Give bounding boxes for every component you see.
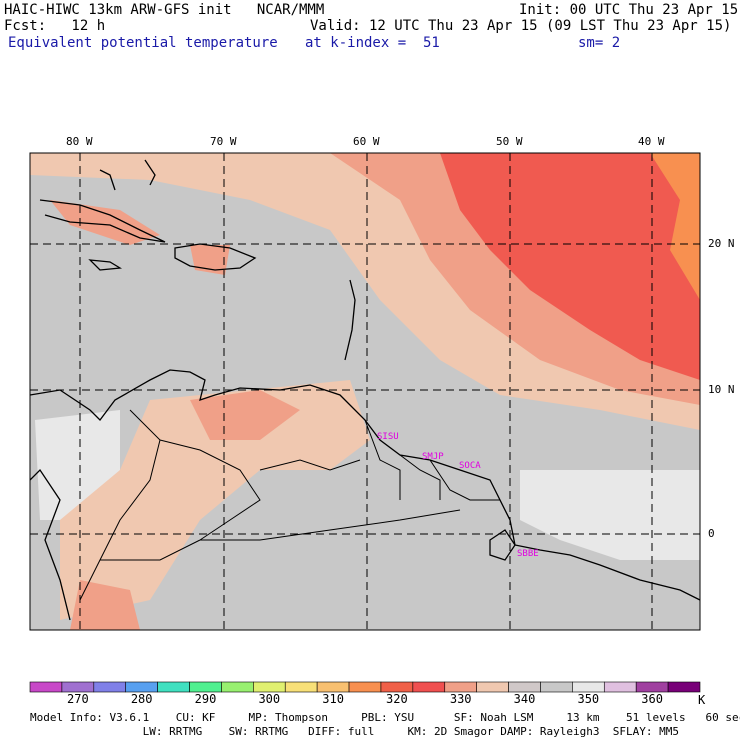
colorbar-swatch (635, 681, 669, 693)
field-orange-ne (650, 153, 700, 300)
colorbar-label: 340 (513, 692, 536, 706)
colorbar-swatch (29, 681, 63, 693)
model-info-line1: Model Info: V3.6.1 CU: KF MP: Thompson P… (30, 711, 740, 724)
colorbar-label: 320 (386, 692, 408, 706)
forecast-hour: Fcst: 12 h (4, 18, 106, 34)
lon-tick: 60 W (353, 135, 380, 148)
colorbar-swatch (444, 681, 477, 693)
station-label: SISU (377, 432, 399, 442)
colorbar-label: 290 (194, 692, 217, 706)
colorbar-label: 280 (130, 692, 153, 706)
lat-tick: 20 N (708, 237, 735, 250)
colorbar-label: 330 (449, 692, 472, 706)
colorbar-swatch (221, 681, 254, 693)
model-info-line2: LW: RRTMG SW: RRTMG DIFF: full KM: 2D Sm… (30, 725, 680, 738)
colorbar-swatch (189, 681, 222, 693)
station-label: SBBE (517, 549, 539, 559)
colorbar-swatch (603, 681, 637, 693)
colorbar-swatch (667, 681, 701, 693)
colorbar-swatch (508, 681, 541, 693)
field-name: Equivalent potential temperature (8, 35, 278, 51)
colorbar-unit: K (698, 693, 706, 707)
level-index: at k-index = 51 (305, 35, 440, 51)
field-red-core (440, 153, 700, 380)
colorbar-swatch (316, 681, 350, 693)
lon-tick: 70 W (210, 135, 237, 148)
political-borders (79, 409, 500, 601)
field-white-east (520, 470, 700, 560)
colorbar-label: 350 (577, 692, 600, 706)
colorbar-swatch (348, 681, 382, 693)
colorbar-swatch (253, 681, 286, 693)
colorbar-label: 300 (258, 692, 281, 706)
lon-tick: 50 W (496, 135, 523, 148)
field-salmon-cuba (50, 200, 160, 245)
colorbar-swatch (412, 681, 446, 693)
colorbar-swatch (157, 681, 190, 693)
colorbar (29, 681, 701, 693)
smoothing: sm= 2 (578, 35, 621, 51)
lon-tick: 80 W (66, 135, 93, 148)
lat-tick: 0 (708, 527, 715, 540)
station-label: SOCA (459, 461, 481, 471)
colorbar-swatch (284, 681, 318, 693)
map-frame (29, 152, 701, 631)
colorbar-label: 360 (641, 692, 663, 706)
valid-time: Valid: 12 UTC Thu 23 Apr 15 (09 LST Thu … (310, 18, 732, 34)
station-label: SMJP (422, 452, 444, 462)
lon-tick: 40 W (638, 135, 665, 148)
colorbar-swatch (380, 681, 414, 693)
colorbar-swatch (93, 681, 127, 693)
colorbar-swatch (125, 681, 158, 693)
field-salmon-colombia (70, 580, 140, 630)
lat-tick: 10 N (708, 383, 735, 396)
coastlines (30, 159, 700, 621)
colorbar-swatch (476, 681, 509, 693)
init-time: Init: 00 UTC Thu 23 Apr 15 (519, 2, 739, 18)
colorbar-label: 270 (67, 692, 89, 706)
colorbar-swatch (540, 681, 573, 693)
model-title: HAIC-HIWC 13km ARW-GFS init NCAR/MMM (4, 2, 325, 18)
field-salmon-venezuela (190, 390, 300, 440)
graticule (30, 153, 700, 630)
colorbar-label: 310 (322, 692, 344, 706)
colorbar-swatch (572, 681, 605, 693)
colorbar-swatch (61, 681, 95, 693)
